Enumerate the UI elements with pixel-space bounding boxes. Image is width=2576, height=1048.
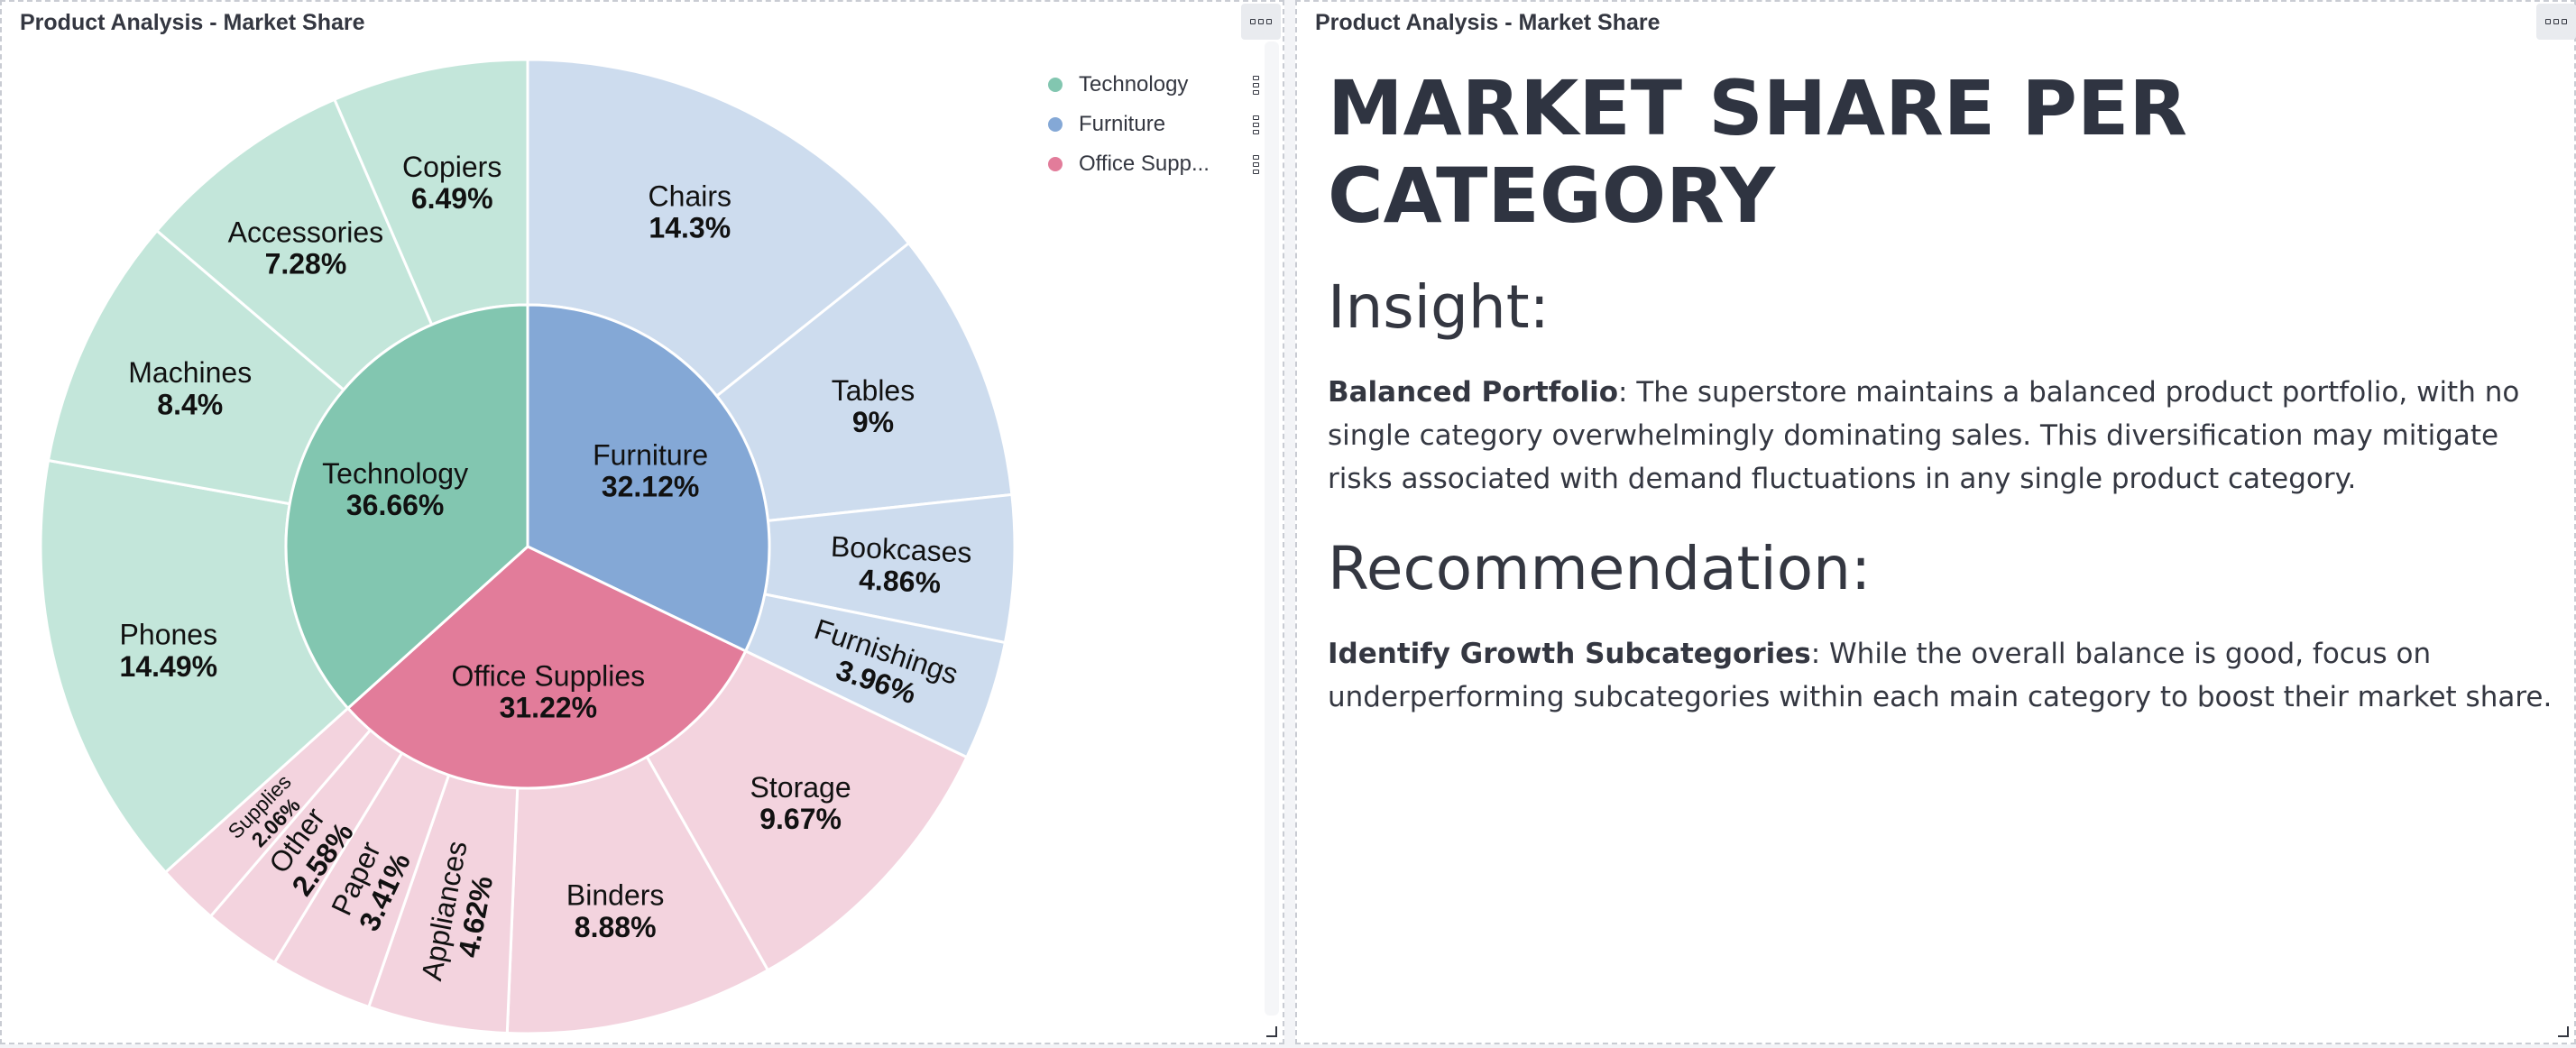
slice-office-supplies[interactable] xyxy=(345,545,748,790)
slice-value-label: 32.12% xyxy=(602,471,700,503)
slice-name-label: Phones xyxy=(120,619,218,651)
slice-value-label: 8.4% xyxy=(157,388,223,420)
insight-text: : The superstore maintains a balanced pr… xyxy=(1328,376,2520,496)
slice-value-label: 6.49% xyxy=(411,182,493,215)
slice-value-label: 9.67% xyxy=(759,803,842,835)
scrollbar[interactable] xyxy=(1265,41,1279,1016)
resize-handle-icon[interactable] xyxy=(1266,1026,1277,1037)
slice-value-label: 14.49% xyxy=(120,650,218,683)
legend-item[interactable]: Technology xyxy=(1048,65,1265,105)
recommendation-heading: Recommendation: xyxy=(1328,534,1872,604)
resize-handle-icon[interactable] xyxy=(2558,1026,2569,1037)
legend-label: Furniture xyxy=(1079,112,1166,136)
legend-options-icon[interactable] xyxy=(1247,151,1265,178)
slice-name-label: Accessories xyxy=(228,216,384,248)
slice-name-label: Bookcases xyxy=(830,530,972,569)
panel-title: Product Analysis - Market Share xyxy=(1315,10,1661,35)
chart-legend: Technology Furniture Office Supp... xyxy=(1048,65,1265,184)
recommendation-paragraph: Identify Growth Subcategories: While the… xyxy=(1328,632,2554,719)
slice-value-label: 8.88% xyxy=(575,911,657,943)
panel-options-button[interactable] xyxy=(1241,4,1281,40)
slice-name-label: Storage xyxy=(750,771,851,804)
sunburst-chart: Chairs14.3%Tables9%Bookcases4.86%Furnish… xyxy=(39,58,1017,1035)
legend-item[interactable]: Office Supp... xyxy=(1048,144,1265,184)
panel-options-icon xyxy=(1250,19,1272,24)
slice-name-label: Binders xyxy=(566,879,665,912)
slice-value-label: 4.86% xyxy=(859,563,942,599)
slice-technology[interactable] xyxy=(284,303,529,711)
legend-swatch xyxy=(1048,157,1063,171)
markdown-content: MARKET SHARE PER CATEGORY Insight: Balan… xyxy=(1328,65,2554,719)
slice-furniture[interactable] xyxy=(526,303,771,653)
slice-name-label: Machines xyxy=(128,356,252,389)
legend-label: Technology xyxy=(1079,72,1189,97)
legend-options-icon[interactable] xyxy=(1247,71,1265,98)
slice-name-label: Copiers xyxy=(402,151,501,183)
page-heading: MARKET SHARE PER CATEGORY xyxy=(1328,64,2188,240)
insight-heading: Insight: xyxy=(1328,272,1550,343)
slice-value-label: 31.22% xyxy=(500,692,598,724)
recommendation-bold: Identify Growth Subcategories xyxy=(1328,637,1811,670)
insight-bold: Balanced Portfolio xyxy=(1328,376,1619,409)
slice-value-label: 14.3% xyxy=(649,211,731,244)
panel-options-button[interactable] xyxy=(2536,4,2576,40)
text-panel: Product Analysis - Market Share MARKET S… xyxy=(1295,0,2576,1044)
slice-name-label: Office Supplies xyxy=(452,659,646,692)
panel-options-icon xyxy=(2545,19,2567,24)
legend-swatch xyxy=(1048,117,1063,132)
legend-swatch xyxy=(1048,78,1063,92)
slice-name-label: Furniture xyxy=(593,439,708,472)
legend-options-icon[interactable] xyxy=(1247,111,1265,138)
slice-value-label: 7.28% xyxy=(265,247,347,280)
slice-value-label: 9% xyxy=(852,406,894,438)
chart-panel: Product Analysis - Market Share Chairs 14… xyxy=(0,0,1284,1044)
slice-name-label: Chairs xyxy=(649,179,731,212)
legend-item[interactable]: Furniture xyxy=(1048,105,1265,144)
slice-name-label: Tables xyxy=(832,374,915,407)
recommendation-text: : While the overall balance is good, foc… xyxy=(1328,637,2553,713)
slice-value-label: 36.66% xyxy=(346,489,445,521)
insight-paragraph: Balanced Portfolio: The superstore maint… xyxy=(1328,371,2554,501)
slice-name-label: Technology xyxy=(322,457,468,490)
panel-title: Product Analysis - Market Share xyxy=(20,10,365,35)
legend-label: Office Supp... xyxy=(1079,152,1210,176)
